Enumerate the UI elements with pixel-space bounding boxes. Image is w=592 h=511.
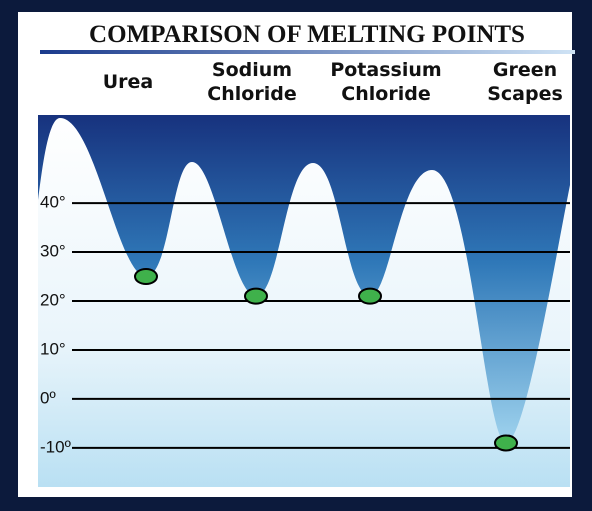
y-tick-label: 10° <box>40 339 66 358</box>
title-rule <box>40 50 575 54</box>
y-tick-label: 0º <box>40 388 56 407</box>
melting-point-dot <box>134 268 158 286</box>
y-tick-label: 20° <box>40 290 66 309</box>
category-label: Potassium Chloride <box>330 59 441 105</box>
y-tick-label: 40° <box>40 193 66 212</box>
category-label: Urea <box>103 71 154 93</box>
melting-point-dot <box>358 287 382 305</box>
melting-point-dot <box>494 434 518 452</box>
melting-point-dot <box>244 287 268 305</box>
y-tick-label: 30° <box>40 242 66 261</box>
valley-shape <box>38 115 570 443</box>
category-label: Green Scapes <box>487 59 563 105</box>
y-tick-label: -10º <box>40 437 71 456</box>
chart-title: COMPARISON OF MELTING POINTS <box>89 21 525 48</box>
category-label: Sodium Chloride <box>207 59 296 105</box>
